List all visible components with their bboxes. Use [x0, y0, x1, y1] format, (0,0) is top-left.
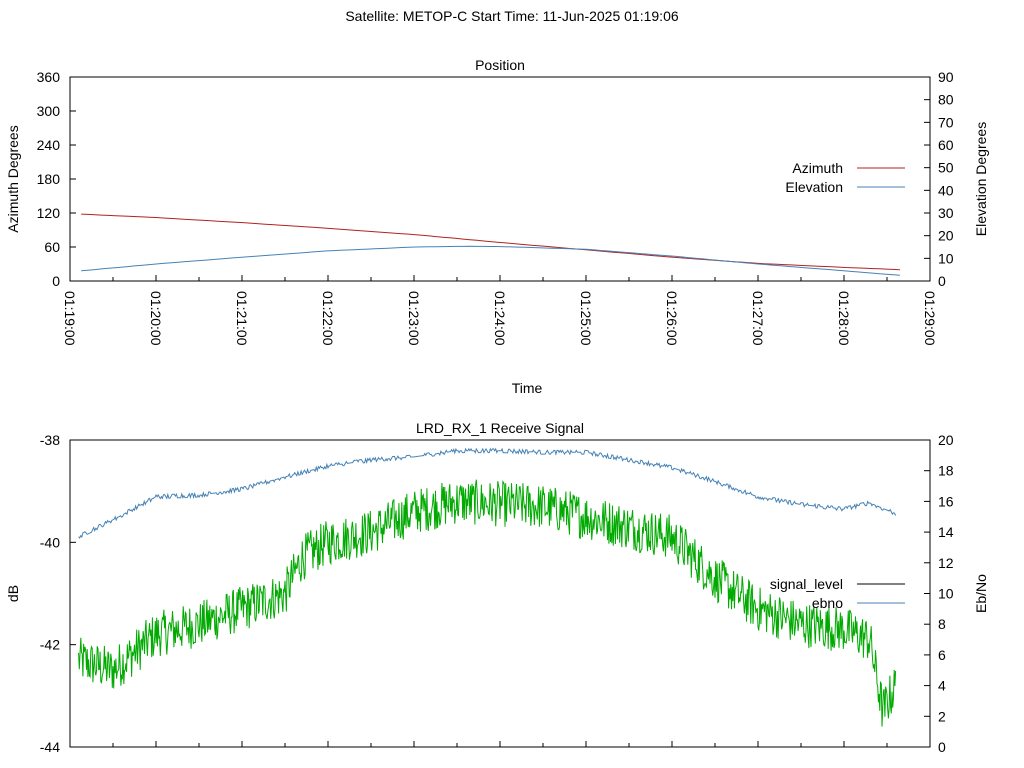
y2-tick-label: 20: [938, 432, 954, 448]
y-tick-label: 180: [37, 171, 61, 187]
chart-1: Position 0 60 120 180 240 300 360 0 10 20 30 40 50 60 7…: [5, 57, 989, 396]
legend-label: signal_level: [770, 576, 843, 592]
y-axis-label: Azimuth Degrees: [5, 125, 21, 232]
y2-tick-label: 40: [938, 182, 954, 198]
y-tick-label: -40: [40, 534, 60, 550]
y-tick-label: 300: [37, 103, 61, 119]
legend-label: Azimuth: [792, 160, 843, 176]
x-tick-label: 01:25:00: [578, 291, 594, 346]
chart-title: LRD_RX_1 Receive Signal: [416, 420, 584, 436]
x-tick-label: 01:23:00: [406, 291, 422, 346]
x-tick-label: 01:19:00: [62, 291, 78, 346]
y-axis-label: dB: [5, 585, 21, 602]
series-line-azimuth: [81, 213, 900, 271]
y-tick-label: 0: [52, 273, 60, 289]
y2-tick-label: 2: [938, 708, 946, 724]
x-tick-label: 01:21:00: [234, 291, 250, 346]
y2-tick-label: 50: [938, 160, 954, 176]
series-line-elevation: [81, 245, 900, 276]
legend-label: Elevation: [785, 179, 843, 195]
y2-tick-label: 12: [938, 555, 954, 571]
y2-tick-label: 90: [938, 69, 954, 85]
y-tick-label: -44: [40, 739, 60, 755]
y2-tick-label: 14: [938, 524, 954, 540]
y2-tick-label: 80: [938, 92, 954, 108]
x-tick-label: 01:27:00: [750, 291, 766, 346]
y2-axis-label: Elevation Degrees: [973, 122, 989, 236]
y2-tick-label: 60: [938, 137, 954, 153]
y2-tick-label: 30: [938, 205, 954, 221]
chart-2: LRD_RX_1 Receive Signal -44 -42 -40 -38 0 2 4 6 8…: [5, 420, 989, 755]
start-time-label: Start Time: 11-Jun-2025 01:19:06: [471, 8, 679, 24]
x-tick-label: 01:26:00: [664, 291, 680, 346]
series-line-signal-level: [78, 479, 897, 727]
y2-tick-label: 20: [938, 228, 954, 244]
y-tick-label: -38: [40, 432, 60, 448]
x-axis-label: Time: [512, 380, 543, 396]
series-line-ebno: [78, 447, 897, 539]
y-tick-label: 240: [37, 137, 61, 153]
y-tick-label: 120: [37, 205, 61, 221]
x-tick-label: 01:29:00: [922, 291, 938, 346]
y2-tick-label: 0: [938, 273, 946, 289]
y2-tick-label: 70: [938, 114, 954, 130]
y2-tick-label: 18: [938, 463, 954, 479]
y-tick-label: 360: [37, 69, 61, 85]
y2-tick-label: 4: [938, 678, 946, 694]
y2-axis-label: Eb/No: [973, 574, 989, 613]
x-tick-label: 01:28:00: [836, 291, 852, 346]
x-tick-label: 01:20:00: [148, 291, 164, 346]
satellite-label: Satellite: METOP-C: [345, 8, 468, 24]
y-tick-label: 60: [44, 239, 60, 255]
y2-tick-label: 8: [938, 616, 946, 632]
chart-title: Position: [475, 57, 525, 73]
y2-tick-label: 10: [938, 586, 954, 602]
y2-tick-label: 0: [938, 739, 946, 755]
y2-tick-label: 16: [938, 493, 954, 509]
y-tick-label: -42: [40, 637, 60, 653]
x-tick-label: 01:22:00: [320, 291, 336, 346]
plot-frame: [69, 439, 931, 748]
legend-label: ebno: [812, 595, 843, 611]
y2-tick-label: 10: [938, 250, 954, 266]
y2-tick-label: 6: [938, 647, 946, 663]
page-title: Satellite: METOP-C Start Time: 11-Jun-20…: [0, 8, 1024, 24]
x-tick-label: 01:24:00: [492, 291, 508, 346]
